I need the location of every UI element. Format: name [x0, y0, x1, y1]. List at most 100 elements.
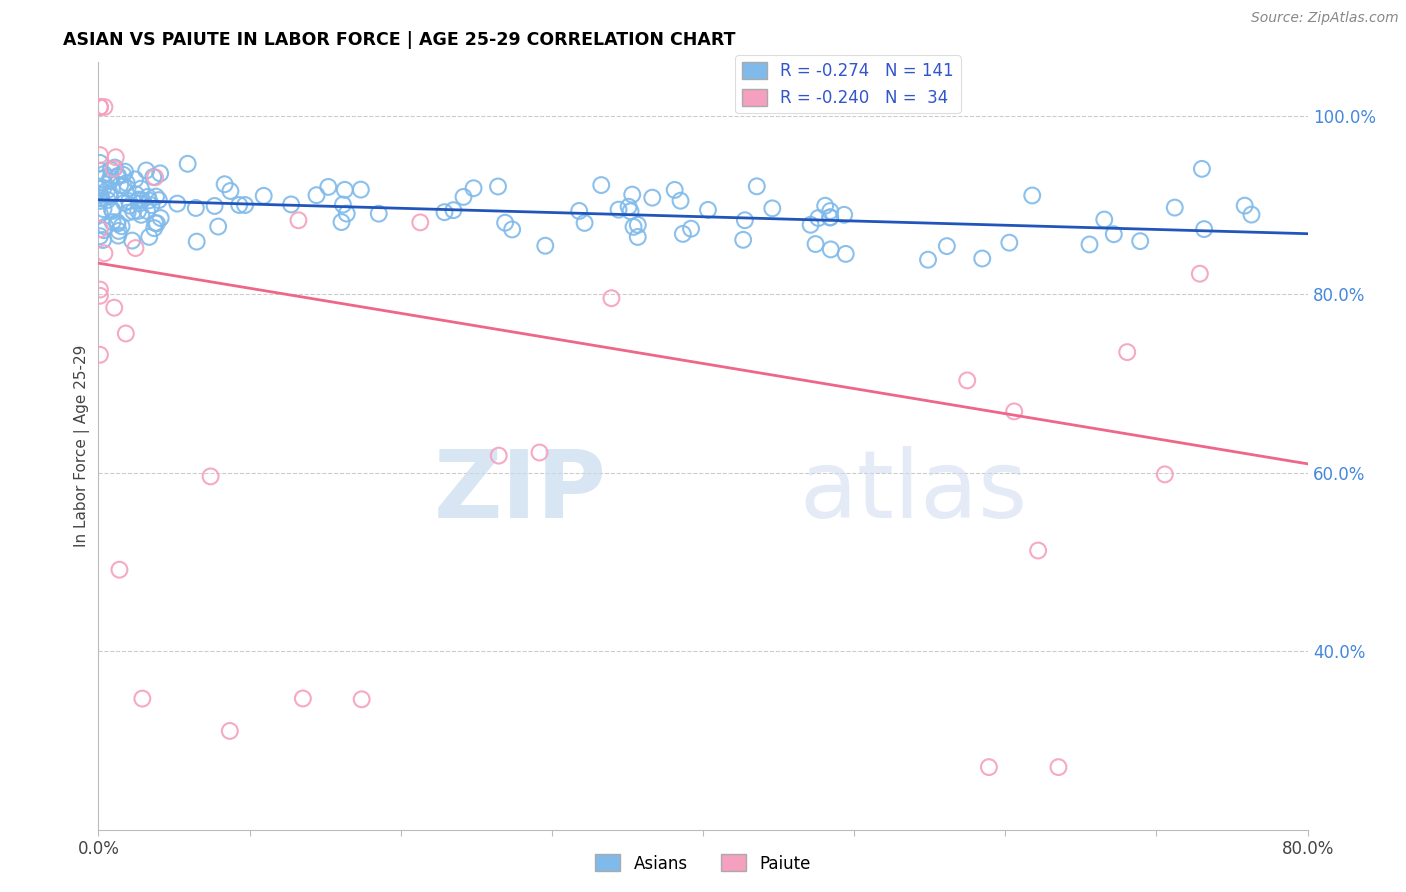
Point	[818, 211, 841, 225]
Point	[93, 100, 115, 114]
Point	[627, 230, 650, 244]
Point	[89, 289, 111, 303]
Point	[121, 234, 143, 248]
Point	[107, 228, 129, 243]
Point	[93, 223, 115, 237]
Point	[89, 188, 111, 202]
Point	[136, 203, 159, 218]
Point	[89, 100, 111, 114]
Point	[138, 230, 160, 244]
Point	[669, 194, 692, 208]
Point	[488, 449, 510, 463]
Point	[917, 252, 939, 267]
Point	[89, 348, 111, 362]
Point	[105, 217, 128, 231]
Point	[118, 194, 141, 208]
Point	[568, 203, 591, 218]
Point	[115, 176, 138, 190]
Point	[128, 193, 150, 207]
Point	[814, 199, 837, 213]
Point	[125, 187, 148, 202]
Point	[118, 198, 141, 212]
Point	[89, 194, 111, 208]
Point	[529, 445, 551, 459]
Point	[433, 205, 456, 219]
Point	[600, 291, 623, 305]
Point	[89, 207, 111, 221]
Point	[104, 161, 127, 175]
Point	[935, 239, 957, 253]
Point	[807, 211, 830, 225]
Point	[143, 221, 166, 235]
Point	[336, 206, 359, 220]
Point	[129, 182, 152, 196]
Point	[112, 168, 135, 182]
Point	[621, 187, 644, 202]
Point	[832, 208, 855, 222]
Point	[1188, 267, 1211, 281]
Point	[330, 215, 353, 229]
Point	[127, 203, 149, 218]
Point	[184, 201, 207, 215]
Point	[804, 237, 827, 252]
Point	[89, 163, 111, 178]
Point	[1078, 237, 1101, 252]
Point	[200, 469, 222, 483]
Point	[818, 211, 841, 225]
Point	[219, 184, 242, 198]
Text: Source: ZipAtlas.com: Source: ZipAtlas.com	[1251, 11, 1399, 25]
Point	[332, 197, 354, 211]
Point	[131, 193, 153, 207]
Point	[108, 563, 131, 577]
Text: ASIAN VS PAIUTE IN LABOR FORCE | AGE 25-29 CORRELATION CHART: ASIAN VS PAIUTE IN LABOR FORCE | AGE 25-…	[63, 31, 735, 49]
Point	[486, 179, 509, 194]
Point	[93, 202, 115, 216]
Point	[204, 199, 226, 213]
Point	[291, 691, 314, 706]
Point	[745, 179, 768, 194]
Point	[619, 204, 641, 219]
Point	[143, 216, 166, 230]
Point	[1102, 227, 1125, 242]
Point	[1192, 222, 1215, 236]
Point	[103, 301, 125, 315]
Point	[122, 204, 145, 219]
Point	[697, 202, 720, 217]
Point	[101, 203, 124, 218]
Point	[280, 197, 302, 211]
Point	[972, 252, 994, 266]
Point	[148, 193, 170, 207]
Point	[1129, 234, 1152, 248]
Point	[138, 194, 160, 208]
Point	[114, 326, 136, 341]
Point	[114, 164, 136, 178]
Point	[350, 692, 373, 706]
Point	[145, 189, 167, 203]
Point	[641, 191, 664, 205]
Point	[1233, 199, 1256, 213]
Point	[89, 148, 111, 162]
Y-axis label: In Labor Force | Age 25-29: In Labor Force | Age 25-29	[75, 345, 90, 547]
Point	[207, 219, 229, 234]
Point	[1153, 467, 1175, 482]
Point	[124, 241, 146, 255]
Point	[104, 150, 127, 164]
Legend: Asians, Paiute: Asians, Paiute	[589, 847, 817, 880]
Point	[253, 189, 276, 203]
Point	[977, 760, 1000, 774]
Text: ZIP: ZIP	[433, 446, 606, 538]
Text: atlas: atlas	[800, 446, 1028, 538]
Point	[143, 170, 166, 185]
Point	[1021, 188, 1043, 202]
Point	[141, 198, 163, 212]
Point	[91, 172, 114, 186]
Point	[100, 162, 122, 177]
Point	[90, 191, 112, 205]
Point	[93, 246, 115, 260]
Point	[93, 167, 115, 181]
Point	[94, 219, 117, 234]
Point	[228, 198, 250, 212]
Point	[186, 235, 208, 249]
Point	[103, 161, 125, 176]
Point	[89, 229, 111, 244]
